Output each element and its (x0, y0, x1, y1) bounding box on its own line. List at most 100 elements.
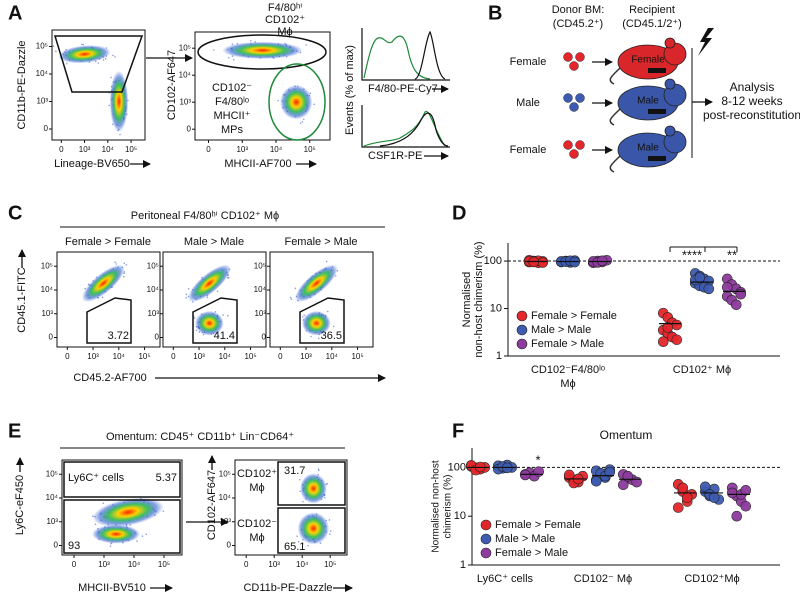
legend-label: Female > Female (495, 519, 581, 531)
event-dot (296, 535, 298, 538)
donor-cell (575, 140, 585, 150)
x-tick-label: 10⁵ (324, 560, 336, 569)
y-tick-label: 10⁴ (179, 70, 192, 79)
axis-label: chimerism (%) (443, 475, 454, 539)
x-tick-label: 10⁵ (351, 352, 363, 361)
legend-marker (516, 338, 528, 350)
panel-label: E (8, 420, 21, 442)
gate (197, 34, 327, 70)
x-tick-label: 0 (278, 352, 283, 361)
y-tick-label: 10⁵ (36, 42, 48, 51)
axis-label: CSF1R-PE (368, 150, 422, 162)
data-point (735, 288, 747, 300)
data-point (563, 469, 575, 481)
gate-label: Mϕ (249, 482, 264, 494)
panel-label: D (452, 202, 466, 224)
gate-value: 5.37 (156, 472, 177, 484)
axis-label: CD102-AF647 (206, 470, 218, 540)
hist-curve (363, 111, 446, 147)
density (81, 264, 125, 303)
y-tick-label: 10³ (36, 97, 48, 106)
data-point (569, 256, 581, 268)
event-dot (332, 325, 335, 328)
gate (53, 35, 144, 93)
event-dot (302, 543, 304, 545)
y-tick-label: 10⁴ (46, 493, 59, 502)
density (92, 524, 140, 544)
density (194, 310, 224, 336)
event-dot (108, 104, 111, 107)
event-dot (114, 261, 116, 263)
histograms (361, 28, 450, 148)
y-tick-label: 10³ (147, 309, 159, 318)
analysis-text: post-reconstitution (703, 108, 800, 122)
irradiation-icon (698, 28, 714, 56)
event-dot (222, 314, 224, 316)
donor-label: Male (516, 97, 540, 109)
data-point (677, 482, 689, 494)
chart-title: Omentum (600, 428, 653, 442)
donor-cell (563, 93, 573, 103)
event-dot (119, 133, 121, 136)
data-point (672, 502, 684, 513)
mouse-tail (609, 108, 621, 126)
x-tick-label: 0 (206, 145, 211, 154)
annotation: ** (727, 247, 737, 262)
event-dot (136, 540, 138, 542)
event-dot (326, 310, 329, 313)
donor-cell (575, 93, 585, 103)
x-tick-label: 10⁵ (138, 352, 150, 361)
gate-value: 93 (68, 540, 80, 552)
density (299, 473, 327, 504)
mouse-tail (609, 155, 621, 173)
event-dot (145, 533, 148, 536)
y-tick-label: 10⁵ (147, 261, 159, 270)
event-dot (289, 296, 292, 299)
data-point (662, 322, 674, 333)
y-tick-label: 1 (460, 559, 466, 571)
y-tick-label: 10 (490, 302, 502, 314)
event-dot (97, 62, 99, 64)
y-tick-label: 10⁴ (36, 69, 49, 78)
x-tick-label: 10⁴ (219, 352, 232, 361)
gate (192, 297, 238, 344)
data-point (671, 334, 683, 346)
axis-label: non-host chimerism (%) (473, 241, 485, 357)
y-tick-label: 0 (54, 541, 59, 550)
event-dot (305, 44, 307, 46)
event-dot (249, 40, 252, 42)
event-dot (81, 43, 83, 46)
x-tick-label: 10⁴ (296, 560, 309, 569)
x-tick-label: Ly6C⁺ cells (477, 573, 534, 585)
event-dot (52, 45, 55, 48)
data-point (730, 299, 742, 311)
y-tick-label: 10³ (179, 97, 191, 106)
y-tick-label: 10⁴ (147, 285, 160, 294)
event-dot (303, 314, 305, 317)
event-dot (101, 296, 104, 299)
x-tick-label: 10³ (193, 352, 205, 361)
legend-marker (480, 547, 492, 559)
gate-value: 31.7 (284, 465, 305, 477)
data-point (708, 492, 720, 503)
hist-axis (361, 28, 450, 81)
y-tick-label: 10⁵ (254, 261, 266, 270)
axis-label: Lineage-BV650 (54, 158, 130, 170)
gate-label: MPs (221, 124, 244, 136)
event-dot (297, 540, 300, 543)
donor-cell (569, 149, 579, 159)
axis-label: CD102-AF647 (166, 50, 178, 120)
data-point (657, 336, 669, 348)
x-tick-label: Mϕ (560, 378, 575, 390)
y-tick-label: 100 (484, 255, 502, 267)
annotation: * (535, 452, 540, 467)
y-tick-label: 0 (227, 541, 232, 550)
x-tick-label: 10⁴ (102, 145, 115, 154)
gate-value: 65.1 (284, 541, 305, 553)
event-dot (162, 510, 165, 512)
data-point (590, 475, 602, 487)
data-point (622, 470, 634, 482)
donor-cell (563, 52, 573, 62)
event-dot (317, 337, 320, 340)
